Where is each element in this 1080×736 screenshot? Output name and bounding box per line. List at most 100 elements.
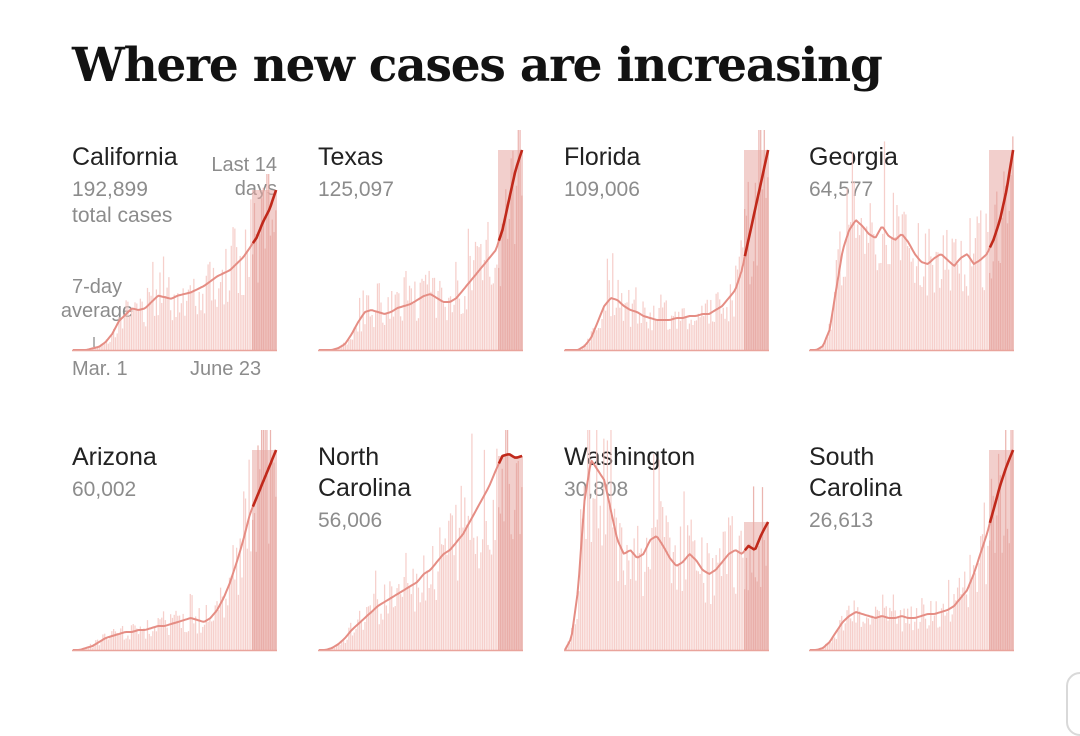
panel-south-carolina: South Carolina 26,613	[809, 442, 1019, 662]
daily-bar	[193, 623, 194, 650]
daily-bar	[197, 633, 198, 650]
daily-bar	[941, 608, 942, 650]
daily-bar	[852, 152, 853, 350]
daily-bar	[868, 243, 869, 350]
daily-bar	[273, 232, 274, 350]
daily-bar	[621, 293, 622, 350]
daily-bar	[664, 302, 665, 350]
daily-bar	[591, 542, 592, 650]
daily-bar	[587, 430, 588, 650]
daily-bar	[516, 186, 517, 350]
daily-bar	[953, 594, 954, 650]
daily-bar	[459, 299, 460, 350]
daily-bar	[471, 434, 472, 650]
daily-bar	[104, 634, 105, 650]
daily-bar	[122, 626, 123, 650]
daily-bar	[682, 591, 683, 650]
last-days-line1: Last 14	[202, 153, 277, 177]
daily-bar	[402, 321, 403, 350]
daily-bar	[912, 258, 913, 350]
daily-bar	[862, 227, 863, 350]
daily-bar	[687, 525, 688, 650]
daily-bar	[215, 299, 216, 350]
daily-bar	[685, 317, 686, 350]
daily-bar	[920, 285, 921, 350]
daily-bar	[751, 277, 752, 350]
daily-bar	[175, 317, 176, 350]
daily-bar	[646, 538, 647, 650]
daily-bar	[487, 222, 488, 350]
daily-bar	[143, 322, 144, 350]
daily-bar	[379, 283, 380, 350]
daily-bar	[224, 618, 225, 650]
daily-bar	[923, 605, 924, 650]
daily-bar	[418, 588, 419, 650]
daily-bar	[263, 188, 264, 350]
daily-bar	[637, 526, 638, 650]
daily-bar	[748, 182, 749, 350]
daily-bar	[241, 295, 242, 350]
daily-bar	[231, 246, 232, 350]
daily-bar	[484, 260, 485, 350]
daily-bar	[912, 630, 913, 650]
daily-bar	[746, 216, 747, 350]
daily-bar	[721, 576, 722, 650]
daily-bar	[859, 611, 860, 650]
daily-bar	[505, 430, 506, 650]
daily-bar	[955, 600, 956, 650]
chart-texas	[318, 146, 523, 351]
daily-bar	[395, 295, 396, 350]
daily-bar	[191, 293, 192, 350]
daily-bar	[671, 583, 672, 650]
daily-bar	[519, 534, 520, 650]
daily-bar	[978, 563, 979, 650]
daily-bar	[195, 306, 196, 350]
daily-bar	[762, 189, 763, 350]
daily-bar	[870, 625, 871, 650]
daily-bar	[928, 625, 929, 650]
daily-bar	[491, 555, 492, 650]
daily-bar	[603, 307, 604, 350]
daily-bar	[993, 261, 994, 350]
daily-bar	[610, 316, 611, 350]
daily-bar	[393, 317, 394, 350]
panel-arizona: Arizona 60,002	[72, 442, 282, 662]
daily-bar	[386, 312, 387, 350]
daily-bar	[653, 306, 654, 350]
daily-bar	[229, 290, 230, 350]
daily-bar	[1002, 218, 1003, 350]
daily-bar	[845, 277, 846, 350]
daily-bar	[414, 282, 415, 350]
daily-bar	[594, 499, 595, 650]
daily-bar	[436, 318, 437, 350]
daily-bar	[350, 623, 351, 650]
daily-bar	[939, 288, 940, 350]
daily-bar	[971, 578, 972, 650]
daily-bar	[477, 536, 478, 650]
daily-bar	[503, 521, 504, 650]
daily-bar	[507, 430, 508, 650]
daily-bar	[937, 252, 938, 350]
daily-bar	[263, 430, 264, 650]
daily-bar	[409, 588, 410, 650]
daily-bar	[436, 600, 437, 650]
daily-bar	[254, 203, 255, 350]
daily-bar	[92, 648, 93, 650]
daily-bar	[857, 224, 858, 350]
daily-bar	[660, 501, 661, 650]
daily-bar	[845, 623, 846, 650]
daily-bar	[639, 313, 640, 350]
daily-bar	[646, 322, 647, 350]
daily-bar	[450, 513, 451, 650]
daily-bar	[628, 560, 629, 650]
daily-bar	[393, 607, 394, 650]
daily-bar	[273, 463, 274, 650]
daily-bar	[585, 346, 586, 350]
daily-bar	[1012, 136, 1013, 350]
daily-bar	[635, 581, 636, 650]
daily-bar	[991, 278, 992, 350]
daily-bar	[512, 539, 513, 650]
daily-bar	[673, 316, 674, 350]
daily-bar	[225, 249, 226, 350]
daily-bar	[975, 573, 976, 650]
